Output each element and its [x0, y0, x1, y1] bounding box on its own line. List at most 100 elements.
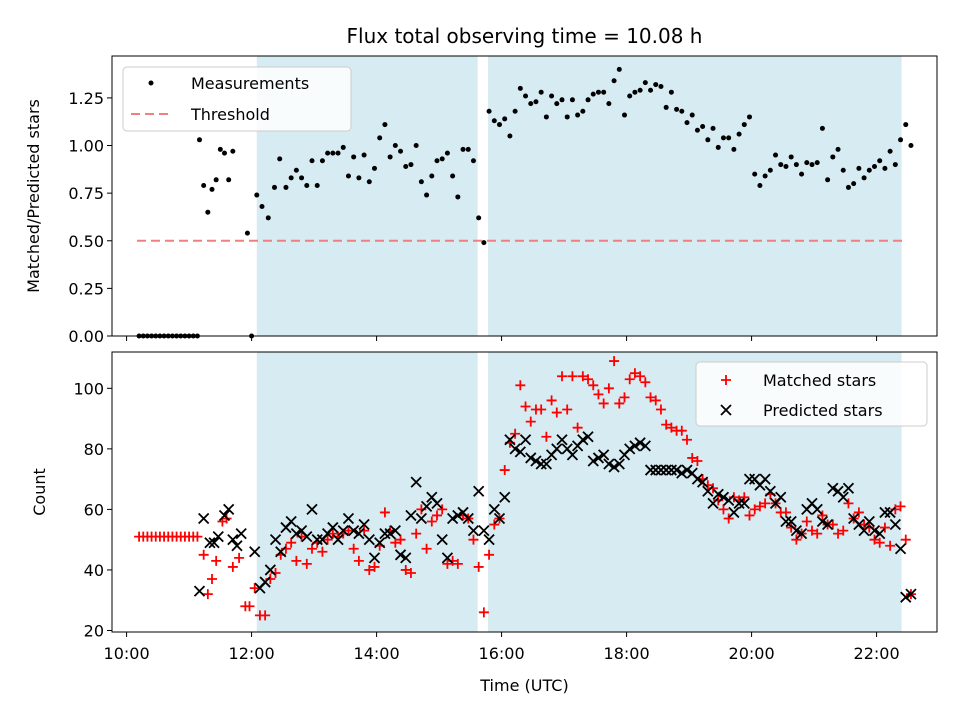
matched-stars-point [327, 528, 338, 539]
measurement-point [554, 101, 560, 107]
matched-stars-point [364, 564, 375, 575]
measurement-point [434, 158, 440, 164]
matched-stars-point [640, 377, 651, 388]
matched-stars-point [853, 507, 864, 518]
predicted-stars-point [212, 531, 224, 543]
measurement-point [830, 154, 836, 160]
predicted-stars-point [493, 512, 506, 525]
measurement-point [335, 150, 341, 156]
measurement-point [319, 158, 325, 164]
matched-stars-point [754, 501, 765, 512]
measurement-point [314, 183, 320, 189]
measurement-point [658, 83, 664, 89]
measurement-point [898, 137, 904, 143]
predicted-stars-point [842, 482, 855, 494]
y-tick-label: 0.00 [68, 327, 104, 346]
measurement-point [382, 122, 388, 128]
matched-stars-point [843, 498, 854, 509]
predicted-stars-point [353, 527, 365, 540]
predicted-stars-point [624, 443, 636, 455]
x-tick-label: 12:00 [229, 644, 275, 663]
predicted-stars-point [431, 497, 443, 509]
measurement-point [413, 143, 419, 149]
predicted-stars-point [894, 543, 907, 555]
predicted-stars-point [582, 431, 594, 443]
chart-title: Flux total observing time = 10.08 h [347, 24, 703, 48]
x-tick-label: 18:00 [604, 644, 650, 663]
predicted-stars-point [374, 537, 386, 549]
predicted-stars-point [556, 434, 568, 446]
predicted-stars-point [530, 455, 542, 467]
x-tick-label: 16:00 [479, 644, 525, 663]
legend: Measurements Threshold [122, 66, 352, 132]
observing-window-band [488, 56, 902, 336]
measurement-point [710, 125, 716, 131]
matched-stars-point [510, 428, 521, 439]
x-tick-label: 20:00 [729, 644, 775, 663]
measurement-point [627, 93, 633, 99]
matched-stars-point [598, 398, 609, 409]
measurement-point [408, 162, 414, 168]
predicted-stars-point [874, 527, 886, 540]
predicted-stars-point [728, 506, 740, 519]
predicted-stars-point [738, 497, 750, 509]
matched-stars-point [807, 525, 817, 536]
predicted-stars-point [446, 512, 459, 525]
predicted-stars-point [285, 515, 297, 528]
matched-stars-point [780, 507, 791, 518]
predicted-stars-point [509, 443, 521, 455]
measurement-point [611, 78, 617, 84]
predicted-stars-point [827, 482, 839, 494]
matched-stars-point [562, 404, 573, 415]
matched-stars-point [307, 543, 317, 554]
measurement-point [668, 89, 674, 95]
matched-stars-point [577, 371, 588, 382]
measurement-point [372, 165, 377, 171]
predicted-stars-point [311, 534, 323, 546]
measurement-point [616, 66, 622, 72]
predicted-stars-point [337, 524, 349, 537]
y-tick-label: 0.75 [68, 184, 104, 203]
predicted-stars-point [707, 497, 719, 509]
measurement-point [325, 150, 331, 156]
predicted-stars-point [634, 437, 646, 449]
predicted-stars-point [488, 503, 500, 516]
measurement-point [533, 99, 539, 105]
measurement-point [361, 152, 367, 158]
y-tick-label: 1.25 [68, 89, 104, 108]
predicted-stars-point [342, 512, 355, 525]
matched-stars-point [874, 537, 885, 548]
predicted-stars-point [227, 534, 239, 546]
predicted-stars-point [540, 458, 553, 470]
measurement-point [757, 183, 763, 189]
measurement-point [632, 89, 638, 95]
measurement-point [903, 122, 909, 128]
matched-stars-point [541, 431, 552, 442]
measurement-point [444, 150, 450, 156]
predicted-stars-point [525, 452, 537, 464]
matched-stars-point [682, 434, 692, 445]
predicted-stars-point [467, 524, 480, 537]
legend-predicted-marker [720, 404, 732, 416]
measurement-point [726, 135, 732, 141]
predicted-stars-point [723, 494, 735, 506]
predicted-stars-point [204, 537, 216, 549]
measurement-point [304, 183, 310, 189]
matched-stars-point [624, 374, 635, 385]
matched-stars-point [379, 507, 390, 518]
matched-stars-point [348, 543, 359, 554]
measurement-point [752, 171, 758, 177]
matched-stars-point [432, 510, 442, 521]
matched-stars-point [260, 610, 271, 621]
predicted-stars-point [644, 464, 657, 476]
matched-stars-point [593, 389, 604, 400]
measurement-point [674, 106, 680, 112]
measurement-point [197, 137, 202, 143]
measurement-point [356, 175, 362, 181]
matched-stars-point [291, 555, 302, 566]
matched-stars-point [421, 543, 432, 554]
measurement-point [226, 177, 232, 183]
measurement-point [606, 101, 612, 107]
matched-stars-point [301, 558, 312, 569]
